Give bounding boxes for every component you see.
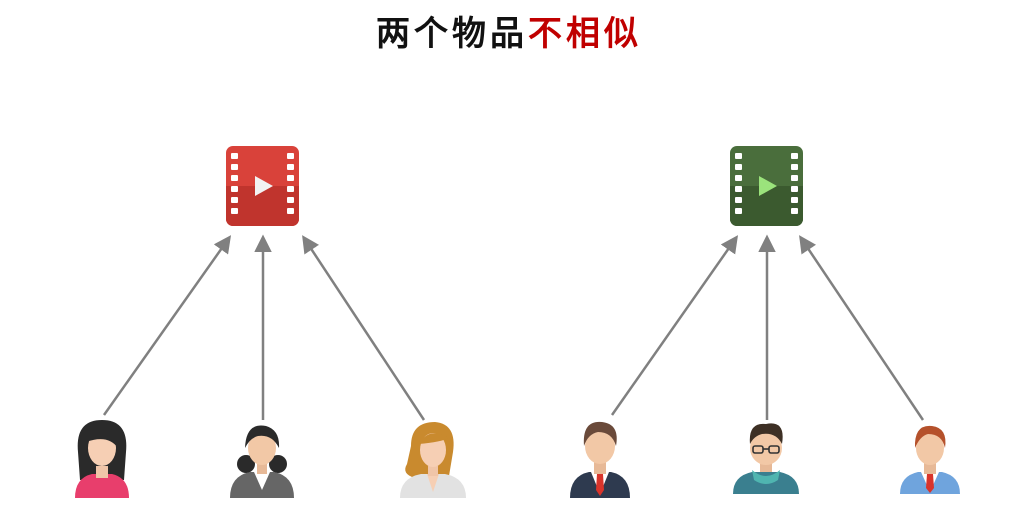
- man-user-icon: [900, 425, 960, 494]
- businesswoman-user-icon: [230, 425, 294, 498]
- blonde-woman-user-icon: [400, 422, 466, 498]
- title-prefix: 两个物品: [376, 14, 528, 54]
- group-right: [570, 146, 960, 498]
- arrow-left-1: [102, 235, 232, 416]
- arrow-left-3: [302, 235, 426, 421]
- title-emphasis: 不相似: [528, 14, 642, 54]
- video-file-icon: [226, 146, 299, 226]
- woman-user-icon: [75, 420, 129, 498]
- arrow-right-3: [799, 235, 925, 421]
- video-file-icon: [730, 146, 803, 226]
- arrow-right-1: [610, 235, 739, 416]
- businessman-user-icon: [570, 421, 630, 498]
- group-left: [75, 146, 466, 498]
- hipster-man-user-icon: [733, 423, 799, 494]
- page-title: 两个物品不相似: [0, 6, 1018, 55]
